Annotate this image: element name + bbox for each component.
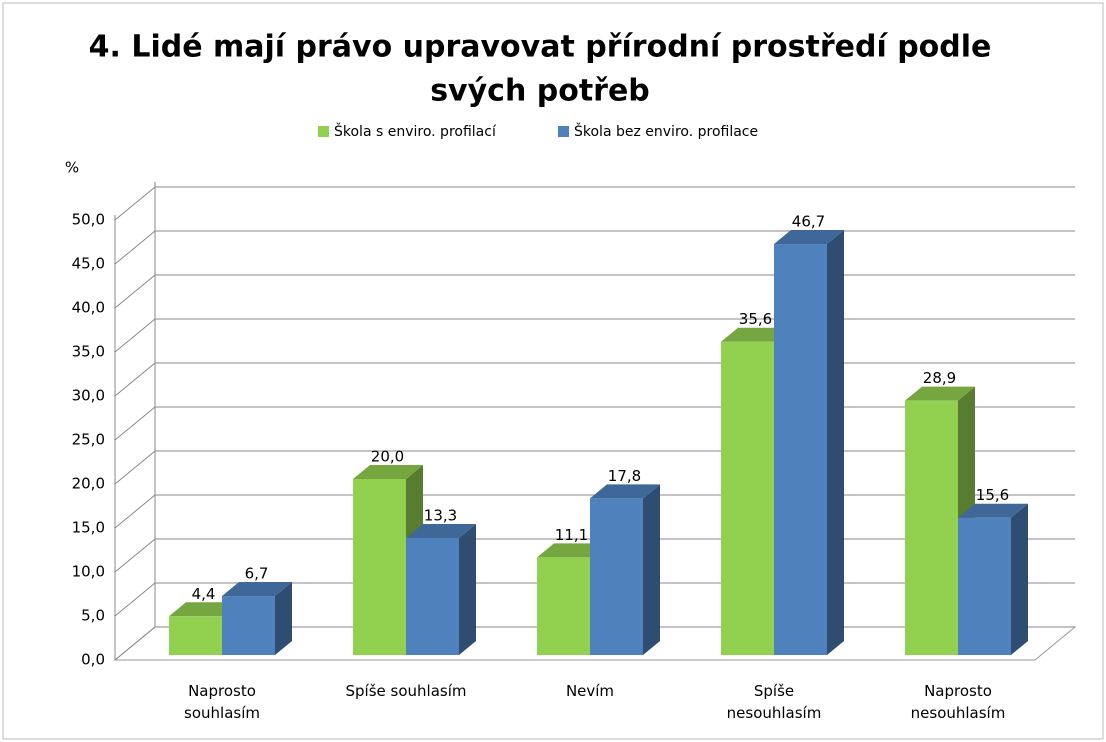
grid-line bbox=[114, 494, 156, 529]
bar-top bbox=[353, 465, 423, 479]
bar bbox=[958, 503, 1028, 655]
bar-top bbox=[721, 327, 791, 342]
y-tick-label: 20,0 bbox=[72, 475, 105, 493]
data-label: 6,7 bbox=[245, 565, 269, 583]
bar-top bbox=[774, 230, 844, 245]
bar-top bbox=[537, 543, 607, 558]
grid-line bbox=[114, 362, 156, 397]
y-tick-label: 30,0 bbox=[72, 387, 105, 405]
data-label: 13,3 bbox=[424, 506, 457, 524]
bar-side bbox=[1011, 503, 1028, 655]
x-tick-label: Naprosto nesouhlasím bbox=[910, 682, 1006, 722]
bar bbox=[774, 230, 844, 656]
y-tick-label: 50,0 bbox=[72, 211, 105, 229]
x-tick-label: Spíše nesouhlasím bbox=[726, 682, 822, 722]
bar-front bbox=[905, 400, 958, 655]
y-tick-label: 0,0 bbox=[81, 651, 105, 669]
y-tick-label: 45,0 bbox=[72, 255, 105, 273]
grid-line bbox=[114, 450, 156, 485]
grid-line bbox=[114, 230, 156, 265]
bar-top bbox=[169, 602, 239, 617]
bar bbox=[590, 484, 660, 655]
legend-swatch bbox=[318, 126, 329, 137]
bar-front bbox=[537, 557, 590, 655]
data-label: 4,4 bbox=[192, 585, 216, 603]
bar-side bbox=[827, 230, 844, 656]
bar-front bbox=[590, 498, 643, 655]
data-label: 11,1 bbox=[555, 526, 588, 544]
bar-front bbox=[721, 341, 774, 655]
grid-line bbox=[114, 318, 156, 353]
bar-front bbox=[169, 616, 222, 655]
bar-top bbox=[406, 523, 476, 538]
bar-front bbox=[406, 537, 459, 655]
data-label: 20,0 bbox=[371, 448, 404, 466]
bar-front bbox=[222, 596, 275, 655]
data-label: 15,6 bbox=[976, 486, 1009, 504]
grid-line bbox=[114, 406, 156, 441]
y-tick-label: 10,0 bbox=[72, 563, 105, 581]
data-label: 35,6 bbox=[739, 310, 772, 328]
chart-title: svých potřeb bbox=[430, 74, 650, 109]
bar-top bbox=[905, 386, 975, 401]
chart-title: 4. Lidé mají právo upravovat přírodní pr… bbox=[89, 30, 992, 65]
grid-line bbox=[114, 274, 156, 309]
y-tick-label: 35,0 bbox=[72, 343, 105, 361]
bar-top bbox=[222, 582, 292, 597]
y-tick-label: 5,0 bbox=[81, 607, 105, 625]
bar-side bbox=[643, 484, 660, 655]
y-tick-label: 25,0 bbox=[72, 431, 105, 449]
legend-label: Škola s enviro. profilací bbox=[334, 122, 497, 140]
bar-side bbox=[275, 582, 292, 655]
bar-front bbox=[958, 517, 1011, 655]
x-tick-label: Naprosto souhlasím bbox=[184, 682, 260, 722]
bar-front bbox=[774, 244, 827, 656]
bar bbox=[222, 582, 292, 655]
grid-line bbox=[114, 186, 156, 221]
y-axis-label: % bbox=[65, 159, 79, 177]
bar-front bbox=[353, 479, 406, 655]
bar-side bbox=[459, 523, 476, 655]
y-tick-label: 15,0 bbox=[72, 519, 105, 537]
legend-swatch bbox=[558, 126, 569, 137]
data-label: 28,9 bbox=[923, 369, 956, 387]
grid-line bbox=[114, 582, 156, 617]
legend-label: Škola bez enviro. profilace bbox=[574, 122, 758, 140]
grid-line bbox=[114, 538, 156, 573]
data-label: 46,7 bbox=[792, 213, 825, 231]
bar-top bbox=[590, 484, 660, 499]
x-tick-label: Nevím bbox=[565, 682, 615, 700]
bar-top bbox=[958, 503, 1028, 518]
bar bbox=[406, 523, 476, 655]
x-tick-label: Spíše souhlasím bbox=[345, 682, 467, 700]
grid-line bbox=[114, 626, 156, 661]
data-label: 17,8 bbox=[608, 467, 641, 485]
y-tick-label: 40,0 bbox=[72, 299, 105, 317]
